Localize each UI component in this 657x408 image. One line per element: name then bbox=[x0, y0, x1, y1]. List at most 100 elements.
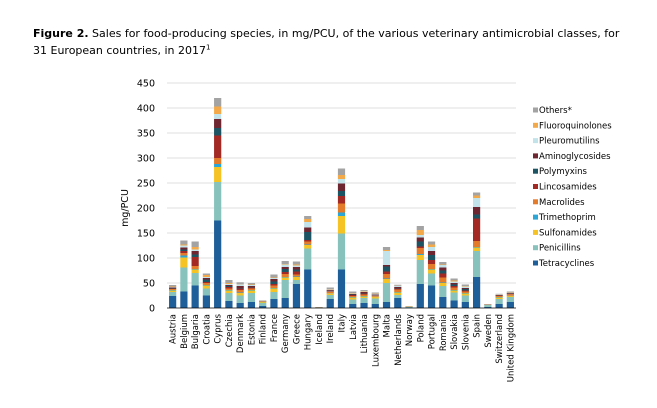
legend-swatch bbox=[533, 184, 538, 189]
bar-segment bbox=[439, 264, 447, 265]
bar-segment bbox=[506, 302, 514, 308]
bar-segment bbox=[371, 294, 379, 296]
bar-segment bbox=[416, 284, 424, 308]
bar-segment bbox=[349, 296, 357, 297]
bar-segment bbox=[304, 248, 312, 270]
bar-segment bbox=[337, 233, 346, 270]
bar-segment bbox=[371, 295, 379, 297]
bar-segment bbox=[472, 214, 481, 219]
bar-segment bbox=[191, 249, 199, 251]
bar-segment bbox=[337, 216, 346, 234]
y-tick-label: 150 bbox=[137, 229, 155, 240]
bar-segment bbox=[394, 288, 402, 290]
legend-swatch bbox=[533, 122, 538, 128]
bar-segment bbox=[247, 285, 256, 286]
bar-segment bbox=[450, 284, 458, 286]
bar-segment bbox=[472, 247, 481, 248]
bar-segment bbox=[394, 287, 402, 288]
x-tick-label: Estonia bbox=[247, 314, 257, 345]
bar-segment bbox=[214, 167, 222, 182]
bar-segment bbox=[202, 275, 211, 277]
bar-segment bbox=[236, 288, 244, 289]
bar-segment bbox=[281, 261, 289, 264]
bar-segment bbox=[247, 283, 256, 285]
bar-segment bbox=[427, 269, 436, 274]
legend-label: Fluoroquinolones bbox=[539, 121, 612, 131]
bar-segment bbox=[214, 158, 222, 164]
bar-segment bbox=[416, 248, 424, 254]
bar-segment bbox=[461, 288, 469, 289]
bar-segment bbox=[337, 212, 346, 216]
bar-segment bbox=[349, 295, 357, 296]
bar-segment bbox=[191, 269, 199, 273]
bar-segment bbox=[259, 302, 267, 303]
bar-segment bbox=[416, 230, 424, 235]
bar-segment bbox=[247, 284, 256, 285]
bar-segment bbox=[326, 289, 334, 290]
bar-segment bbox=[292, 271, 301, 275]
bar-segment bbox=[304, 222, 312, 228]
bar-segment bbox=[472, 207, 481, 215]
bar-segment bbox=[292, 265, 301, 267]
x-tick-label: Slovakia bbox=[450, 314, 460, 350]
y-tick-label: 400 bbox=[137, 104, 155, 115]
bar-segment bbox=[247, 287, 256, 288]
legend-swatch bbox=[533, 245, 538, 251]
bar-segment bbox=[281, 272, 289, 274]
bar-segment bbox=[337, 183, 346, 191]
bar-segment bbox=[450, 280, 458, 282]
bar-segment bbox=[225, 287, 233, 289]
bar-segment bbox=[169, 285, 177, 287]
bar-segment bbox=[461, 291, 469, 293]
bar-segment bbox=[450, 287, 458, 290]
bar-segment bbox=[292, 264, 301, 266]
bar-segment bbox=[191, 247, 199, 250]
bar-segment bbox=[169, 290, 177, 291]
bar-segment bbox=[236, 286, 244, 288]
bar-segment bbox=[371, 297, 379, 299]
bar-segment bbox=[180, 291, 188, 308]
legend-label: Polymyxins bbox=[539, 167, 588, 177]
x-tick-label: Austria bbox=[169, 314, 179, 344]
bar-segment bbox=[236, 284, 244, 286]
bar-segment bbox=[461, 289, 469, 291]
x-tick-label: Greece bbox=[292, 314, 302, 344]
bar-segment bbox=[214, 106, 222, 114]
bar-segment bbox=[180, 267, 188, 292]
x-axis-labels: Austria Belgium Bulgaria Croatia Cyprus Czech… bbox=[169, 313, 517, 382]
y-axis-label: mg/PCU bbox=[120, 189, 131, 227]
bar-segment bbox=[292, 284, 301, 308]
bar-segment bbox=[371, 294, 379, 295]
y-tick-label: 300 bbox=[137, 154, 155, 165]
bar-segment bbox=[236, 282, 244, 285]
bar-segment bbox=[169, 292, 177, 296]
bar-segment bbox=[360, 292, 368, 293]
legend-swatch bbox=[533, 199, 538, 205]
x-tick-label: United Kingdom bbox=[506, 314, 516, 382]
bar-segment bbox=[281, 280, 289, 298]
bar-segment bbox=[450, 292, 458, 301]
bar-segment bbox=[304, 245, 312, 249]
bar-segment bbox=[349, 293, 357, 294]
bar-segment bbox=[382, 278, 391, 279]
x-tick-label: Italy bbox=[338, 314, 348, 332]
bar-segment bbox=[326, 293, 334, 295]
x-tick-label: Luxembourg bbox=[371, 314, 381, 367]
bar-segment bbox=[472, 218, 481, 241]
bar-segment bbox=[304, 216, 312, 219]
x-tick-label: Belgium bbox=[180, 314, 190, 349]
bar-segment bbox=[394, 295, 402, 298]
bar-segment bbox=[270, 274, 278, 278]
bar-segment bbox=[450, 286, 458, 288]
bar-segment bbox=[292, 276, 301, 277]
bar-segment bbox=[214, 220, 222, 308]
bar-segment bbox=[450, 281, 458, 283]
bar-segment bbox=[349, 297, 357, 298]
x-tick-label: Denmark bbox=[236, 314, 246, 353]
x-tick-label: Netherlands bbox=[394, 313, 404, 365]
bar-segment bbox=[337, 175, 346, 179]
bar-segment bbox=[360, 291, 368, 292]
bar-segment bbox=[202, 288, 211, 296]
bar-segment bbox=[394, 288, 402, 289]
x-tick-label: Slovenia bbox=[461, 314, 471, 350]
